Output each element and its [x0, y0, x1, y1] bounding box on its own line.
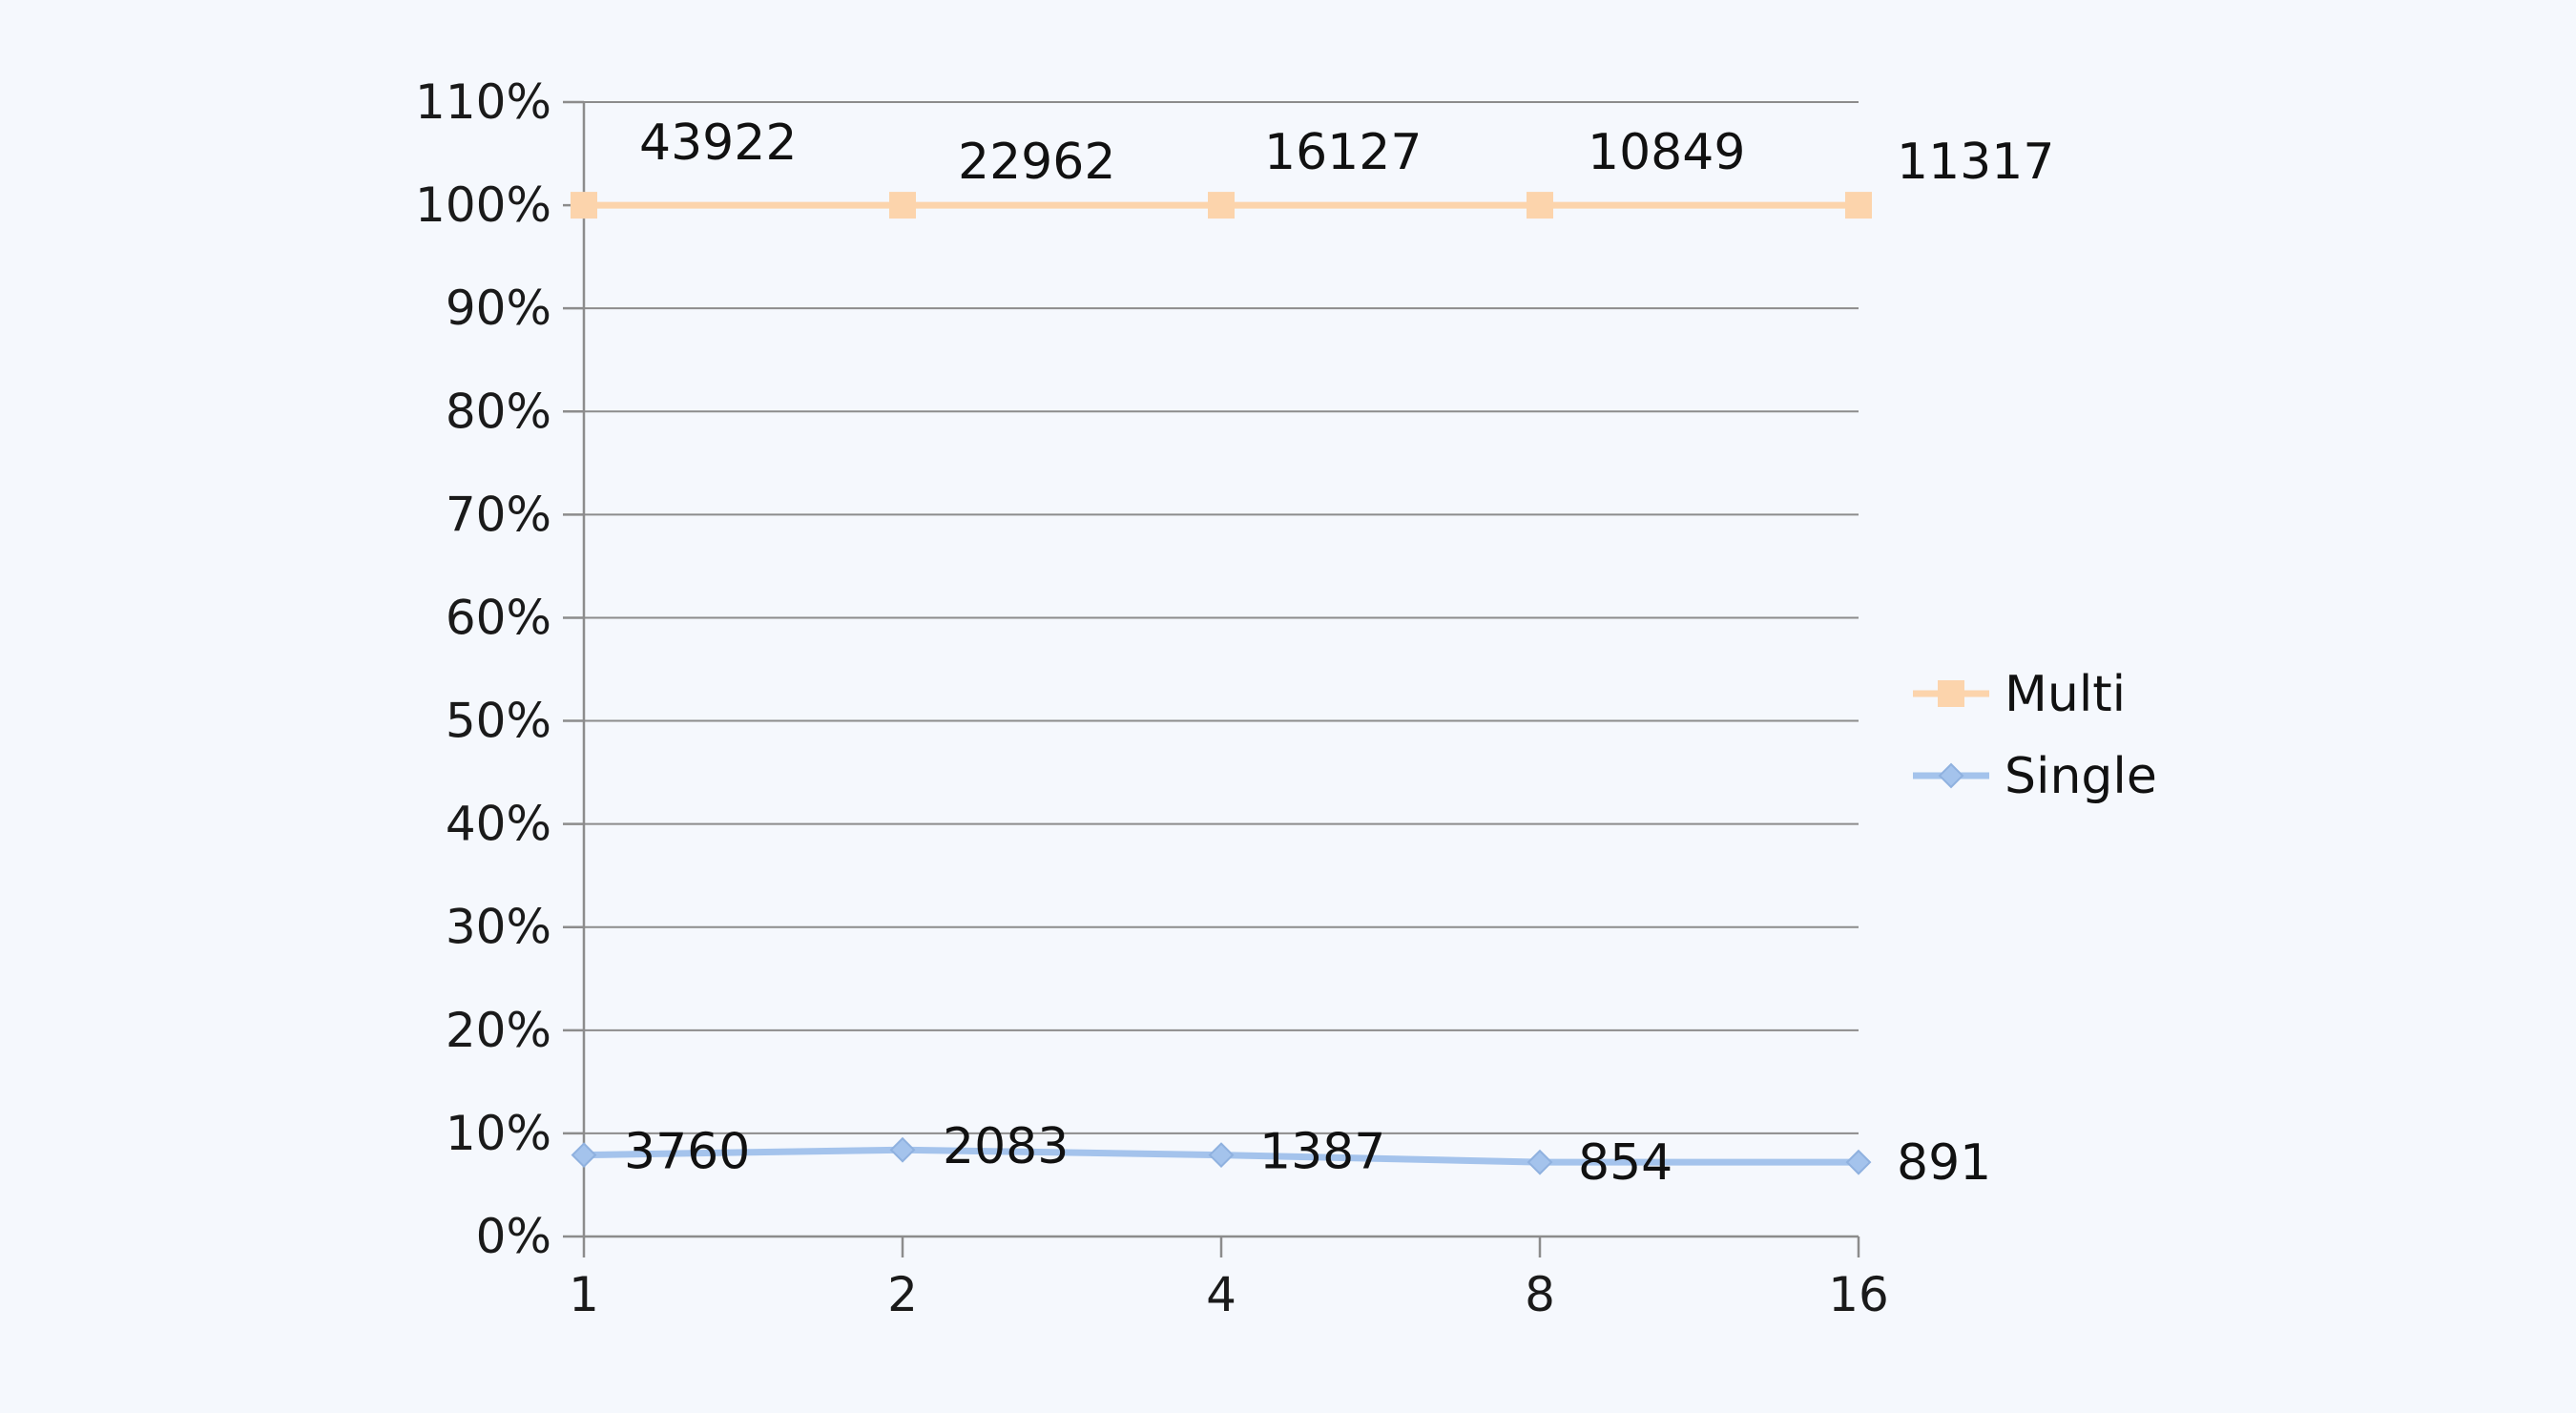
y-tick-label: 60%	[446, 590, 551, 645]
data-label: 10849	[1588, 124, 1745, 181]
legend-marker-square	[1938, 680, 1964, 707]
x-tick-label: 2	[887, 1267, 918, 1322]
data-labels: 43922 22962 16127 10849 11317 3760 2083 1387 854…	[624, 114, 2054, 1192]
x-tick-label: 8	[1525, 1267, 1555, 1322]
legend: Multi Single	[1913, 666, 2157, 805]
data-point-diamond	[1845, 1149, 1872, 1175]
data-point-diamond	[1208, 1142, 1235, 1169]
data-label: 22962	[958, 134, 1115, 191]
y-tick-label: 40%	[446, 797, 551, 852]
x-tick-label: 1	[569, 1267, 599, 1322]
data-point-square	[889, 192, 916, 219]
y-tick-label: 30%	[446, 900, 551, 955]
data-point-square	[1208, 192, 1235, 219]
y-tick-label: 0%	[476, 1209, 551, 1264]
axes	[563, 100, 1860, 1257]
data-point-diamond	[889, 1136, 916, 1163]
series-group	[571, 192, 1872, 1175]
y-tick-label: 90%	[446, 281, 551, 336]
data-point-square	[571, 192, 597, 219]
data-label: 43922	[639, 114, 797, 172]
x-tick-label: 16	[1828, 1267, 1889, 1322]
y-tick-label: 100%	[415, 177, 551, 233]
data-label: 854	[1578, 1134, 1672, 1192]
gridlines	[584, 101, 1859, 1134]
y-tick-label: 20%	[446, 1003, 551, 1058]
y-tick-label: 10%	[446, 1106, 551, 1161]
data-label: 891	[1897, 1134, 1991, 1192]
x-axis-ticks: 1 2 4 8 16	[569, 1267, 1889, 1322]
legend-marker-diamond	[1938, 762, 1964, 789]
y-tick-label: 50%	[446, 694, 551, 749]
data-label: 2083	[943, 1118, 1069, 1175]
data-point-square	[1527, 192, 1553, 219]
data-label: 11317	[1897, 134, 2054, 191]
legend-label: Multi	[2005, 666, 2126, 723]
data-label: 1387	[1259, 1124, 1385, 1181]
data-label: 16127	[1264, 124, 1422, 181]
data-label: 3760	[624, 1124, 750, 1181]
y-tick-label: 70%	[446, 487, 551, 542]
legend-label: Single	[2005, 748, 2157, 805]
data-point-diamond	[571, 1142, 597, 1169]
y-tick-label: 80%	[446, 384, 551, 439]
data-point-diamond	[1527, 1149, 1553, 1175]
y-tick-label: 110%	[415, 74, 551, 130]
data-point-square	[1845, 192, 1872, 219]
x-tick-label: 4	[1206, 1267, 1236, 1322]
y-axis-ticks: 0% 10% 20% 30% 40% 50% 60% 70% 80% 90% 100% 110%	[415, 74, 551, 1264]
